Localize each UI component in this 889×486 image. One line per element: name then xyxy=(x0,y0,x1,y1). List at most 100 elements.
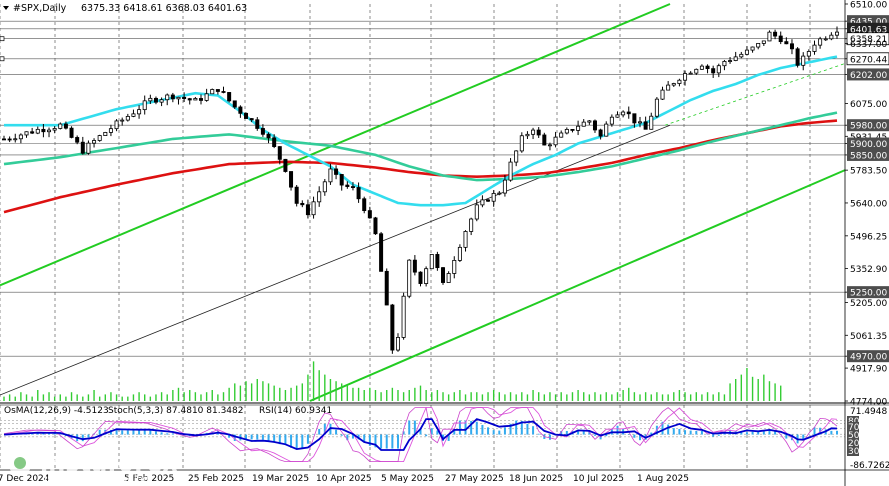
symbol-label: #SPX,Daily xyxy=(13,3,67,14)
price-tick-label: 5061.35 xyxy=(850,332,887,342)
candle-body xyxy=(362,198,367,212)
candle-body xyxy=(418,271,423,284)
candle-body xyxy=(300,202,305,206)
indicator-level-label: 30 xyxy=(848,447,860,457)
indicator-header: OsMA(12,26,9) -4.5123 Stoch(5,3,3) 87.48… xyxy=(4,406,332,416)
logo-brand: instaforex xyxy=(40,449,178,477)
candle-body xyxy=(761,40,766,44)
candle-body xyxy=(311,201,316,216)
indicator-level-label: 50 xyxy=(848,431,860,441)
candle-body xyxy=(159,99,164,103)
candle-body xyxy=(756,42,761,48)
price-tick-label: 6075.00 xyxy=(850,100,887,110)
candle-body xyxy=(97,135,102,141)
price-label: 5900.00 xyxy=(850,140,887,150)
candle-body xyxy=(272,137,277,147)
indicator-level-box xyxy=(847,422,859,432)
price-tick-label: 4774.00 xyxy=(850,398,887,408)
dropdown-triangle-icon[interactable] xyxy=(3,6,9,10)
candle-body xyxy=(626,111,631,115)
price-marker-left xyxy=(0,56,5,62)
ohlc-values: 6375.33 6418.61 6368.03 6401.63 xyxy=(81,3,247,14)
volume-bars xyxy=(3,361,782,401)
candle-body xyxy=(514,150,519,163)
candle-body xyxy=(305,204,310,216)
logo-mark-icon xyxy=(8,451,32,475)
candle-body xyxy=(469,218,474,232)
candle-body xyxy=(716,65,721,74)
oscillator-panel xyxy=(0,402,889,463)
candle-body xyxy=(131,113,136,117)
candle-body xyxy=(784,41,789,45)
candle-body xyxy=(823,38,828,41)
price-label-box xyxy=(847,286,889,299)
candle-body xyxy=(621,111,626,116)
candle-body xyxy=(24,131,29,136)
indicator-level-label: 70 xyxy=(848,423,860,433)
candle-body xyxy=(615,114,620,118)
candle-body xyxy=(671,83,676,86)
candle-body xyxy=(266,133,271,139)
candle-body xyxy=(486,199,491,202)
candle-body xyxy=(283,158,288,172)
candle-body xyxy=(497,192,502,195)
candle-body xyxy=(728,60,733,62)
candle-body xyxy=(114,120,119,130)
candle-body xyxy=(457,246,462,261)
candle-body xyxy=(86,142,91,154)
price-tick-label: 5640.00 xyxy=(850,199,887,209)
logo: instaforex Instant Forex Trading xyxy=(8,449,178,485)
candle-body xyxy=(390,304,395,351)
candle-body xyxy=(401,295,406,338)
price-tick-label: 4917.90 xyxy=(850,365,887,375)
time-axis: 17 Dec 2024 5 Feb 2025 25 Feb 2025 19 Mar 2… xyxy=(0,469,889,484)
candle-body xyxy=(69,127,74,138)
candle-body xyxy=(604,123,609,137)
price-marker-left xyxy=(0,36,5,42)
candle-body xyxy=(587,120,592,123)
candle-body xyxy=(339,174,344,186)
candle-body xyxy=(553,136,558,146)
indicator-level-box xyxy=(847,446,859,456)
candle-body xyxy=(806,51,811,57)
candle-body xyxy=(547,144,552,147)
candle-body xyxy=(80,141,85,154)
candle-body xyxy=(666,84,671,91)
candle-body xyxy=(435,254,440,269)
candle-body xyxy=(542,134,547,146)
price-label: 6358.21 xyxy=(850,35,887,45)
candlesticks xyxy=(2,26,840,354)
indicator-level-box xyxy=(847,438,859,448)
candle-body xyxy=(677,79,682,84)
candle-body xyxy=(148,97,153,102)
price-label-box xyxy=(847,137,889,150)
candle-body xyxy=(277,146,282,160)
chart-header: #SPX,Daily 6375.33 6418.61 6368.03 6401.… xyxy=(3,3,247,14)
candle-body xyxy=(705,65,710,70)
channel-lower-line xyxy=(309,169,846,402)
candle-body xyxy=(407,259,412,297)
time-label: 19 Mar 2025 xyxy=(252,474,309,484)
time-label: 18 Jun 2025 xyxy=(509,474,563,484)
candle-body xyxy=(30,131,35,134)
price-marker-box xyxy=(846,52,889,66)
price-label: 4970.00 xyxy=(850,353,887,363)
candle-body xyxy=(289,171,294,188)
time-label: 5 Feb 2025 xyxy=(124,474,174,484)
candle-body xyxy=(564,129,569,134)
candle-body xyxy=(2,138,7,141)
candle-body xyxy=(812,44,817,52)
candle-body xyxy=(581,121,586,127)
candle-body xyxy=(592,120,597,131)
candle-body xyxy=(491,193,496,202)
candle-body xyxy=(767,31,772,42)
time-label: 10 Jul 2025 xyxy=(573,474,624,484)
price-tick-label: 5783.50 xyxy=(850,167,887,177)
candle-body xyxy=(153,97,158,103)
price-label-box xyxy=(847,148,889,161)
candle-body xyxy=(384,270,389,306)
candle-body xyxy=(654,98,659,117)
time-label: 5 May 2025 xyxy=(381,474,434,484)
candle-body xyxy=(446,273,451,283)
